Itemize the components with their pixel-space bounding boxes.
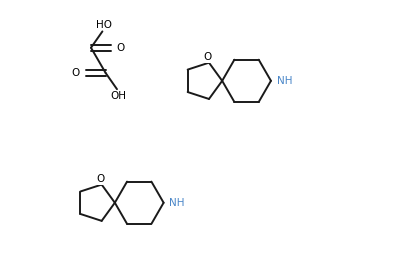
Text: O: O: [72, 68, 80, 78]
Text: HO: HO: [96, 20, 112, 29]
Text: O: O: [204, 52, 212, 62]
Text: NH: NH: [169, 198, 185, 208]
Text: OH: OH: [110, 91, 126, 101]
Text: O: O: [117, 43, 125, 53]
Text: NH: NH: [277, 76, 292, 86]
Text: O: O: [96, 174, 104, 184]
